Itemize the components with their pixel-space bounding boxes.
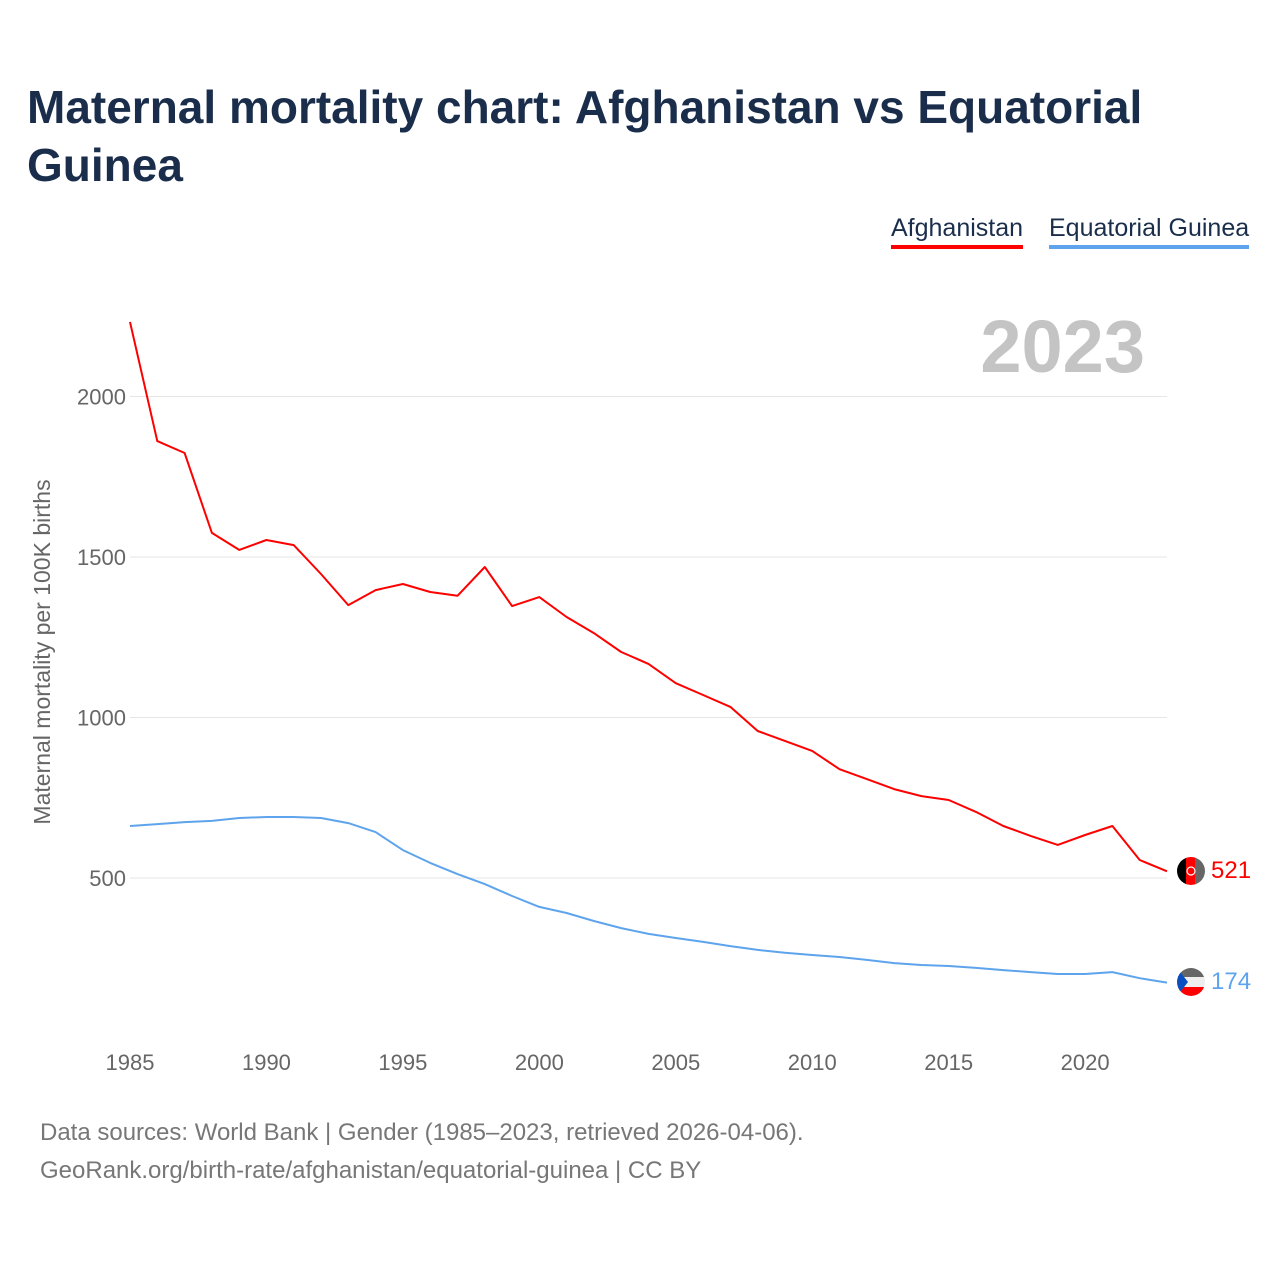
afghanistan-flag-icon [1177,857,1205,885]
y-tick-label: 1000 [77,706,126,731]
y-tick-label: 1500 [77,545,126,570]
end-label-equatorial-guinea: 174 [1211,968,1251,995]
legend-afghanistan[interactable]: Afghanistan [891,214,1024,249]
series-line-equatorial-guinea [129,816,1168,984]
x-tick-label: 1995 [378,1050,427,1075]
x-tick-label: 2000 [515,1050,564,1075]
end-label-afghanistan: 521 [1211,857,1251,884]
x-tick-label: 1990 [242,1050,291,1075]
legend-equatorial-guinea[interactable]: Equatorial Guinea [1049,214,1250,249]
x-tick-label: 2020 [1061,1050,1110,1075]
x-tick-label: 2015 [924,1050,973,1075]
y-tick-label: 2000 [77,385,126,410]
equatorial-guinea-flag-icon [1177,968,1205,996]
footer-sources: Data sources: World Bank | Gender (1985–… [40,1119,804,1146]
y-tick-label: 500 [89,866,126,891]
footer-link[interactable]: GeoRank.org/birth-rate/afghanistan/equat… [40,1157,702,1184]
x-tick-label: 2005 [651,1050,700,1075]
chart-title: Maternal mortality chart: Afghanistan vs… [27,81,1143,191]
x-tick-label: 2010 [788,1050,837,1075]
series-line-afghanistan [129,321,1168,873]
y-axis-label: Maternal mortality per 100K births [29,479,55,824]
year-label: 2023 [980,305,1145,388]
x-tick-label: 1985 [106,1050,155,1075]
